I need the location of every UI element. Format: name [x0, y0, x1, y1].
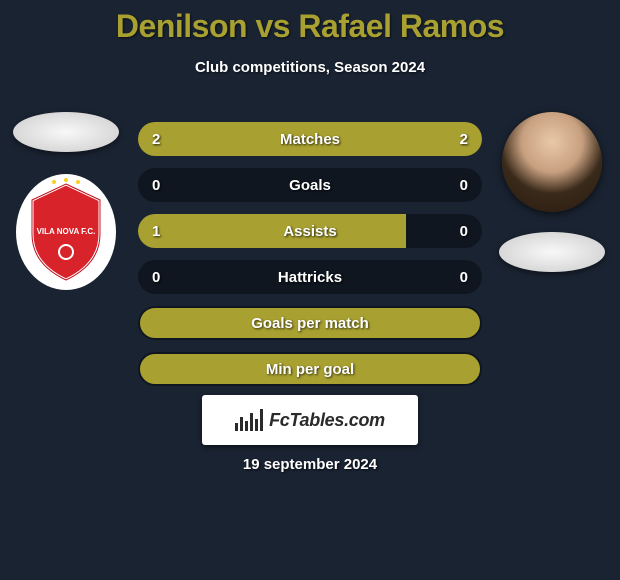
- stat-row: 2Matches2: [138, 122, 482, 156]
- svg-text:VILA NOVA F.C.: VILA NOVA F.C.: [37, 227, 96, 236]
- page-title: Denilson vs Rafael Ramos: [0, 0, 620, 45]
- stat-label: Matches: [138, 122, 482, 156]
- stat-value-right: 0: [460, 168, 468, 202]
- subtitle: Club competitions, Season 2024: [0, 59, 620, 76]
- player-right-column: [494, 112, 610, 272]
- player-left-club-badge: VILA NOVA F.C.: [14, 172, 118, 292]
- stat-label: Assists: [138, 214, 482, 248]
- stat-label: Hattricks: [138, 260, 482, 294]
- stat-row-full: Min per goal: [138, 352, 482, 386]
- stat-row-full: Goals per match: [138, 306, 482, 340]
- stats-panel: 2Matches20Goals01Assists00Hattricks0 Goa…: [138, 122, 482, 398]
- bars-icon: [235, 409, 263, 431]
- brand-box: FcTables.com: [202, 395, 418, 445]
- player-right-placeholder: [499, 232, 605, 272]
- stat-row: 0Hattricks0: [138, 260, 482, 294]
- stat-row: 0Goals0: [138, 168, 482, 202]
- date-text: 19 september 2024: [0, 456, 620, 473]
- shield-badge-icon: VILA NOVA F.C.: [14, 172, 118, 292]
- stat-value-right: 0: [460, 260, 468, 294]
- stat-value-right: 2: [460, 122, 468, 156]
- player-left-column: VILA NOVA F.C.: [8, 112, 124, 292]
- stat-value-right: 0: [460, 214, 468, 248]
- player-left-placeholder: [13, 112, 119, 152]
- stat-row: 1Assists0: [138, 214, 482, 248]
- brand-text: FcTables.com: [269, 410, 385, 431]
- player-right-photo: [502, 112, 602, 212]
- stat-label: Goals: [138, 168, 482, 202]
